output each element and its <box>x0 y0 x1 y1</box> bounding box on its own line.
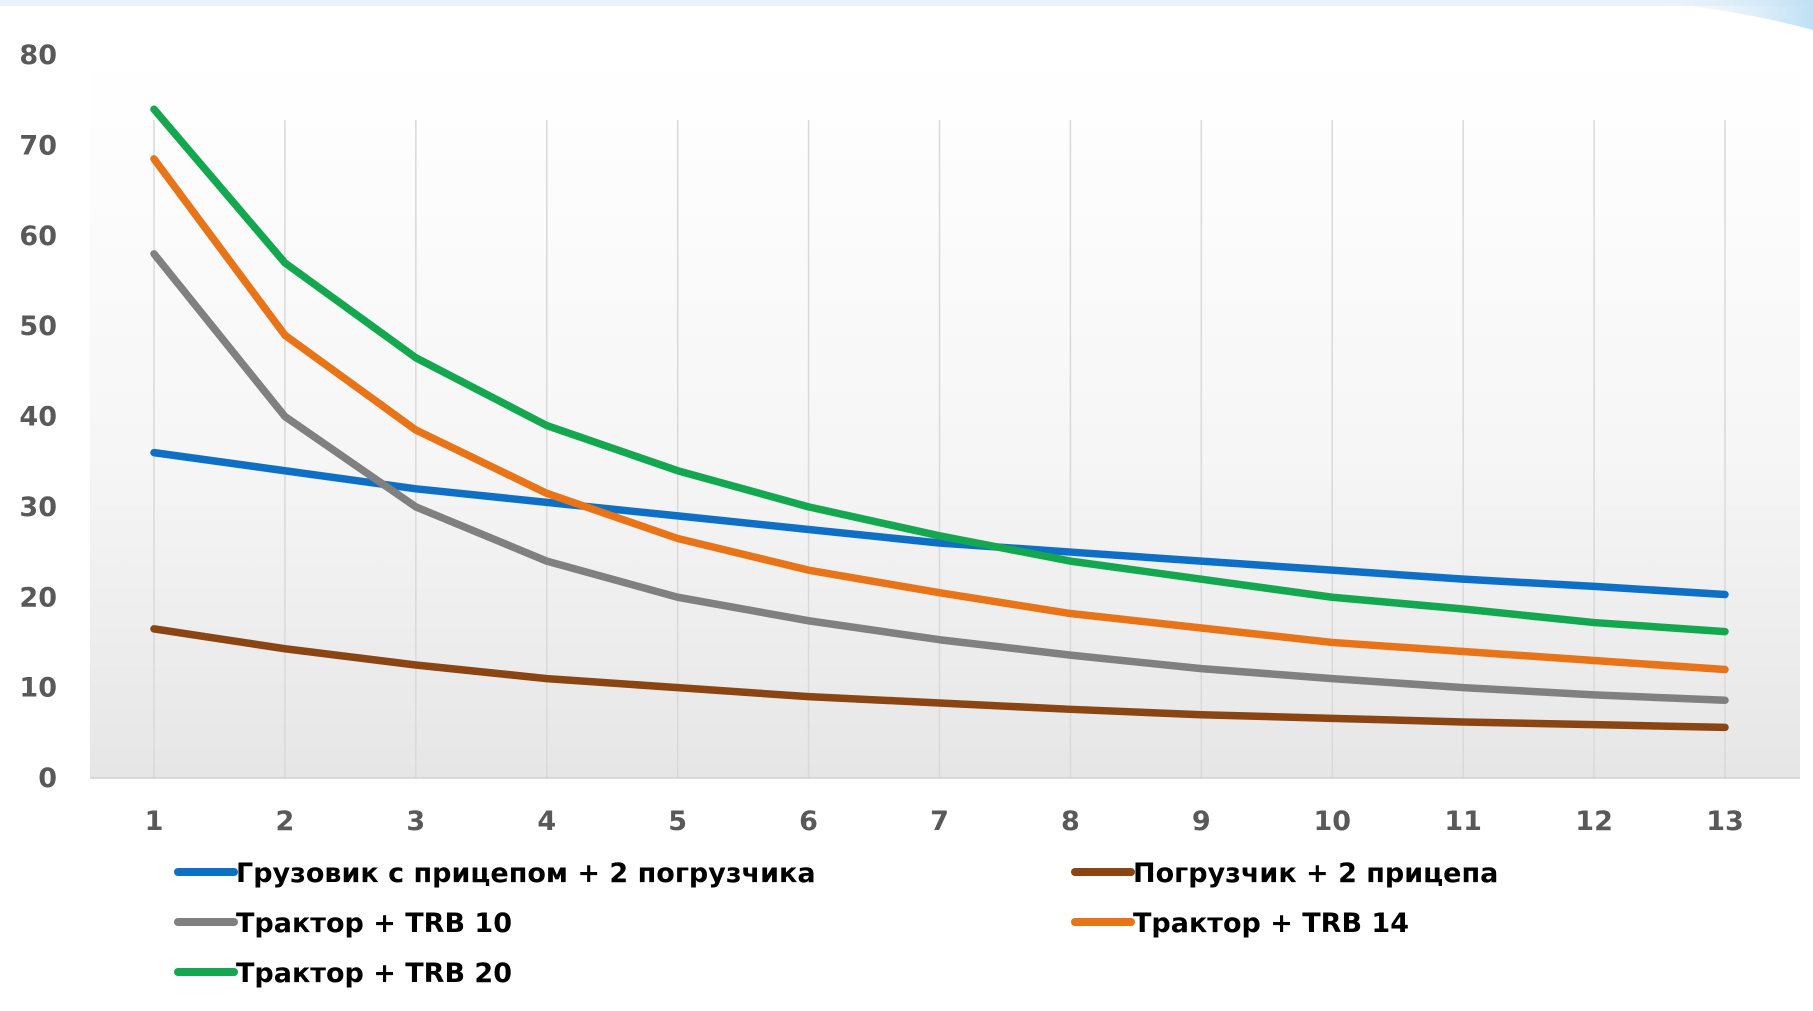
x-tick-label: 7 <box>930 806 949 837</box>
legend-label: Трактор + TRB 10 <box>236 908 512 939</box>
x-tick-label: 11 <box>1444 806 1482 837</box>
x-tick-label: 9 <box>1192 806 1211 837</box>
series-line-4 <box>150 155 1729 674</box>
y-tick-label: 70 <box>19 130 57 161</box>
series-line-3 <box>150 250 1729 705</box>
grid-lines <box>90 120 1800 779</box>
y-tick-label: 20 <box>19 582 57 613</box>
series-line-1 <box>150 448 1729 599</box>
x-tick-label: 6 <box>799 806 818 837</box>
x-tick-label: 12 <box>1575 806 1613 837</box>
x-tick-label: 1 <box>145 806 164 837</box>
x-tick-label: 2 <box>276 806 295 837</box>
plot-background <box>90 55 1800 778</box>
x-tick-label: 3 <box>406 806 425 837</box>
legend-label: Грузовик с прицепом + 2 погрузчика <box>236 858 816 889</box>
x-tick-label: 8 <box>1061 806 1080 837</box>
y-tick-label: 60 <box>19 221 57 252</box>
legend-label: Трактор + TRB 20 <box>236 958 512 989</box>
y-axis: 0 10 20 30 40 50 60 70 80 <box>19 40 57 794</box>
x-tick-label: 4 <box>537 806 556 837</box>
x-tick-label: 10 <box>1313 806 1351 837</box>
top-right-accent <box>1640 0 1813 30</box>
y-tick-label: 10 <box>19 673 57 704</box>
series-lines <box>150 105 1729 732</box>
series-line-2 <box>150 625 1729 732</box>
y-tick-label: 0 <box>38 763 57 794</box>
x-tick-label: 5 <box>668 806 687 837</box>
x-axis: 1 2 3 4 5 6 7 8 9 10 11 12 13 <box>145 806 1744 837</box>
legend-label: Погрузчик + 2 прицепа <box>1133 858 1498 889</box>
y-tick-label: 80 <box>19 40 57 71</box>
top-frame-strip <box>0 0 1813 6</box>
y-tick-label: 40 <box>19 402 57 433</box>
y-tick-label: 30 <box>19 492 57 523</box>
legend-label: Трактор + TRB 14 <box>1133 908 1409 939</box>
series-line-5 <box>150 105 1729 636</box>
x-tick-label: 13 <box>1706 806 1744 837</box>
y-tick-label: 50 <box>19 311 57 342</box>
legend: Грузовик с прицепом + 2 погрузчика Погруз… <box>174 858 1498 989</box>
